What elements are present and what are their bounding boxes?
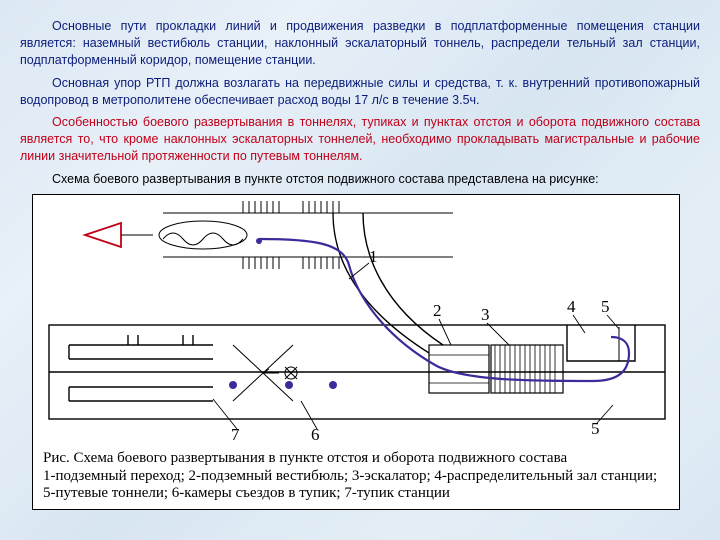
diagram-svg	[33, 195, 679, 457]
page: Основные пути прокладки линий и продвиже…	[0, 0, 720, 540]
figure-caption-title: Рис. Схема боевого развертывания в пункт…	[43, 450, 567, 466]
paragraph-2: Основная упор РТП должна возлагать на пе…	[20, 75, 700, 109]
fig-label-1: 1	[369, 247, 378, 267]
fig-label-4: 4	[567, 297, 576, 317]
fig-label-6: 6	[311, 425, 320, 445]
fig-label-3: 3	[481, 305, 490, 325]
paragraph-4: Схема боевого развертывания в пункте отс…	[20, 171, 700, 188]
fig-label-5b: 5	[591, 419, 600, 439]
fig-label-2: 2	[433, 301, 442, 321]
paragraph-3: Особенностью боевого развертывания в тон…	[20, 114, 700, 165]
figure-caption-legend: 1-подземный переход; 2-подземный вестибю…	[43, 468, 657, 502]
paragraph-1: Основные пути прокладки линий и продвиже…	[20, 18, 700, 69]
figure-diagram: 1 2 3 4 5 5 6 7 Рис. Схема боевого разве…	[32, 194, 680, 510]
fig-label-5a: 5	[601, 297, 610, 317]
fig-label-7: 7	[231, 425, 240, 445]
figure-caption: Рис. Схема боевого развертывания в пункт…	[43, 450, 673, 503]
